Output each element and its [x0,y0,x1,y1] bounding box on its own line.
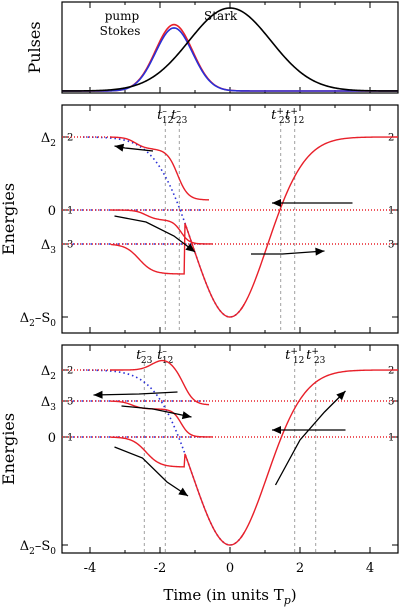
energies-1-crossing-label: t+ 23 [271,107,291,126]
energies-1-ylabel: Energies [0,183,18,255]
energies-2-ytick-label: 0 [48,431,56,446]
energies-2-level-label-right: 1 [388,433,394,444]
energies-1-adiabatic-upper [110,136,210,201]
energies-2-ytick-label: Δ2 [41,364,56,382]
energies-1-level-label-left: 1 [67,206,73,217]
energies-2-level-label-left: 3 [67,397,73,408]
legend-pump-label: pump [105,9,140,23]
stark-annotation: Stark [204,9,238,23]
energies-2-level-2-right [239,369,398,539]
energies-2-adiabatic-upper [111,359,210,406]
energies-panel-1: Energies Δ2 0 Δ3 Δ2–S0 2 2 1 1 3 3 t– 12t– 23 t+ 23t+ 12 [0,104,399,334]
energies-1-level-label-left: 2 [67,133,73,144]
energies-1-frame [61,104,399,334]
energies-2-adiabatic-lower [110,436,245,546]
energies-2-crossing-label: t– 23 [136,347,152,366]
energies-2-arrow-c-shaft [114,446,189,497]
energies-2-arrow-d-head [272,426,281,434]
energies-2-arrow-b-shaft [121,405,192,418]
energies-1-arrow-a-head [114,143,125,152]
energies-1-ytick-label: Δ2–S0 [20,311,57,329]
x-axis: -4 -2 0 2 4 Time (in units Tp) [84,561,374,607]
energies-1-ytick-label: Δ2 [41,131,56,149]
energies-1-crossing-label: t– 23 [171,107,187,126]
energies-2-arrow-a-head [93,390,103,399]
energies-2-arrow-a-shaft [93,391,178,396]
x-tick-label: -2 [154,561,167,576]
energies-1-diabatic-2 [82,136,245,318]
energies-1-arrow-d-shaft [251,250,325,255]
x-tick-label: 0 [226,561,234,576]
legend-stokes-label: Stokes [100,24,141,38]
energies-2-level-label-right: 2 [388,366,394,377]
pulse-stark-line [62,7,398,92]
energies-1-ytick-label: Δ3 [41,238,56,256]
energies-1-arrow-b-head [185,243,195,252]
energies-2-ytick-label: Δ3 [41,395,56,413]
energies-1-crossing-label: t– 12 [157,107,173,126]
energies-2-level-label-right: 3 [388,397,394,408]
energies-2-ytick-label: Δ2–S0 [20,539,57,557]
energies-2-arrow-b-head [181,411,192,420]
x-tick-label: 2 [296,561,304,576]
energies-1-level-label-right: 3 [388,240,394,251]
energies-2-crossing-label: t+ 12 [285,347,304,366]
energies-2-arrow-c-head [178,487,188,496]
energies-1-level-2-right [239,136,398,311]
energies-2-crossing-label: t– 12 [157,347,173,366]
x-axis-label: Time (in units Tp) [163,586,296,607]
energies-1-adiabatic-middle [111,209,213,245]
pulse-stokes-line [62,27,398,92]
energies-2-arrow-e-shaft [274,390,346,486]
energies-2-ylabel: Energies [0,413,18,485]
x-tick-label: -4 [84,561,97,576]
energies-2-frame [61,344,399,554]
energies-2-level-label-left: 2 [67,366,73,377]
energies-1-arrow-c-head [272,199,281,207]
energies-2-crossing-label: t+ 23 [306,347,326,366]
energies-1-level-label-left: 3 [67,240,73,251]
energies-1-crossing-label: t+ 12 [285,107,304,126]
energies-1-adiabatic-lower [110,223,245,318]
energies-2-diabatic-2 [82,369,245,546]
x-tick-label: 4 [366,561,374,576]
energies-2-adiabatic-middle [110,400,213,438]
energies-2-level-label-left: 1 [67,433,73,444]
energies-1-arrow-d-head [315,247,325,256]
energies-1-level-label-right: 1 [388,206,394,217]
energies-1-ytick-label: 0 [48,204,56,219]
energies-1-arrow-b-shaft [114,215,196,253]
pulses-ylabel: Pulses [25,21,44,73]
energies-panel-2: Energies Δ2 Δ3 0 Δ2–S0 2 2 3 3 1 1 t– 23 t– 12 t+ 12 t+ 23 [0,344,399,557]
energies-2-arrow-e-head [336,391,346,401]
energies-1-level-label-right: 2 [388,133,394,144]
